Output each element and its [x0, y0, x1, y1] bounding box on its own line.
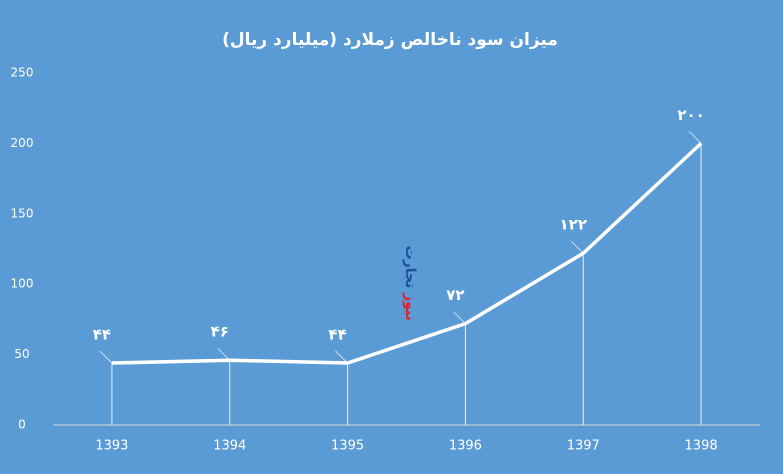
y-tick-label: 200 — [11, 136, 34, 150]
label-leader — [688, 131, 702, 144]
x-tick-label: 1397 — [567, 439, 600, 454]
value-label: ۴۴ — [328, 326, 346, 344]
data-line — [111, 142, 703, 365]
x-tick-label: 1398 — [685, 439, 718, 454]
watermark: تجارت نیوز — [402, 246, 418, 321]
label-leader — [335, 350, 348, 364]
value-label: ۷۲ — [446, 286, 464, 304]
label-leader — [217, 347, 231, 361]
y-tick-label: 0 — [18, 418, 26, 432]
value-label: ۴۴ — [93, 326, 111, 344]
watermark-second: نیوز — [402, 292, 418, 321]
x-tick-label: 1395 — [331, 439, 364, 454]
y-tick-label: 150 — [11, 206, 34, 220]
y-tick-label: 100 — [11, 277, 34, 291]
value-label: ۴۶ — [211, 323, 229, 341]
value-label: ۱۲۲ — [560, 216, 587, 234]
label-leader — [570, 240, 584, 254]
x-tick-label: 1396 — [449, 439, 482, 454]
x-tick-label: 1393 — [95, 439, 128, 454]
value-label: ۲۰۰ — [677, 106, 704, 124]
y-tick-label: 250 — [11, 66, 34, 80]
watermark-first: تجارت — [402, 246, 418, 289]
chart-title: میزان سود ناخالص زملارد (میلیارد ریال) — [222, 30, 558, 50]
label-leader — [453, 311, 466, 324]
x-tick-label: 1394 — [213, 439, 246, 454]
label-leader — [99, 350, 113, 364]
y-tick-label: 50 — [14, 347, 29, 361]
